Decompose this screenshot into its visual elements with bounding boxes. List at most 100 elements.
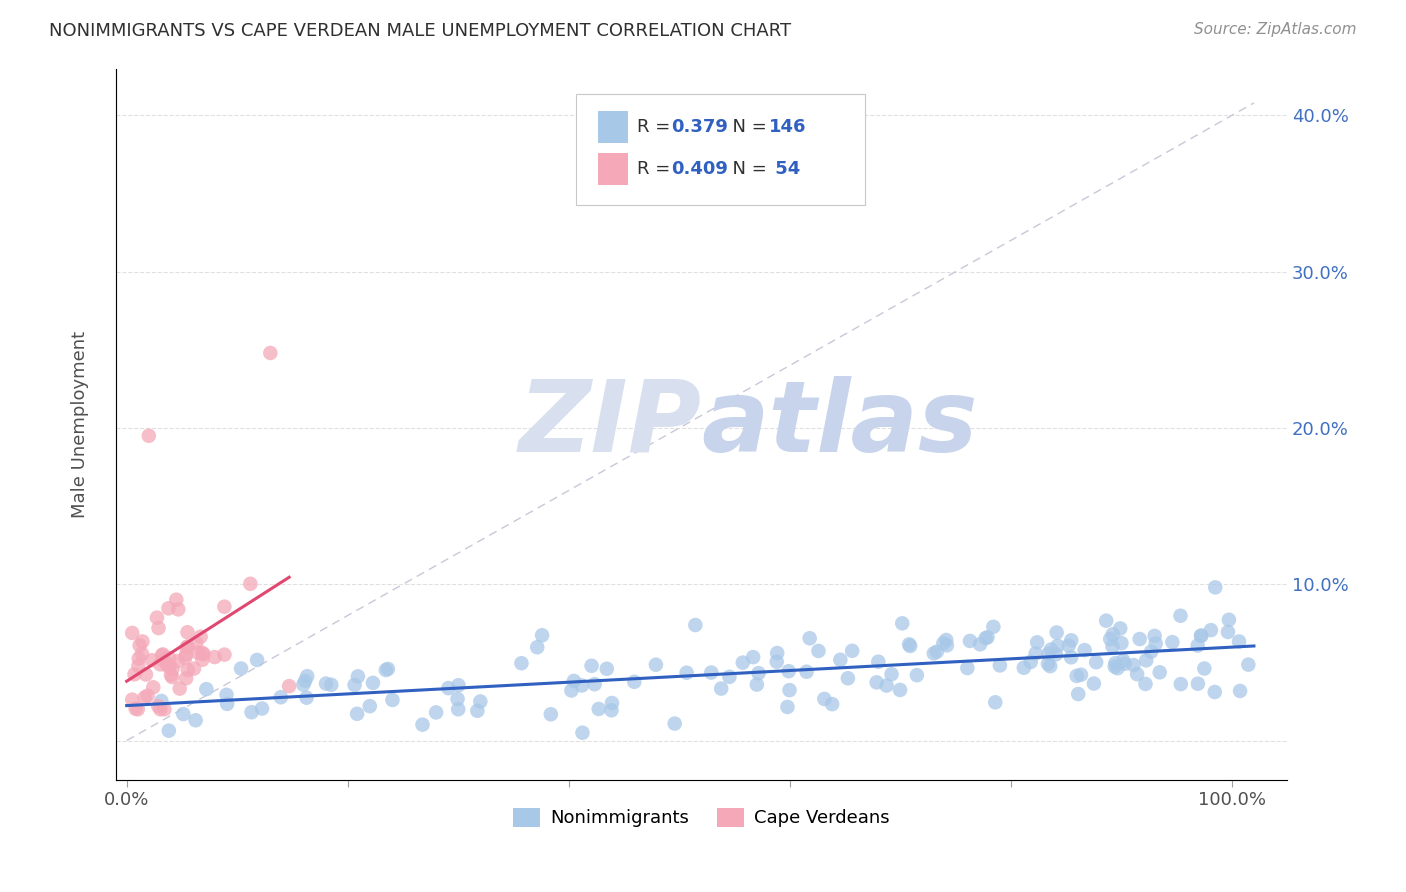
Point (217, 697, 239, 711)
Point (540, 707, 562, 722)
Point (1066, 669, 1088, 683)
Point (1039, 659, 1062, 673)
Point (891, 616, 914, 631)
Point (172, 707, 194, 722)
Point (346, 706, 368, 721)
Point (1114, 657, 1136, 671)
Point (1111, 636, 1133, 650)
Point (177, 640, 200, 654)
Point (294, 673, 316, 688)
Point (159, 651, 181, 665)
Point (935, 638, 957, 652)
Point (1204, 685, 1226, 699)
Point (1129, 632, 1152, 646)
Point (685, 618, 707, 632)
Point (1161, 635, 1184, 649)
Point (984, 695, 1007, 709)
Point (1194, 661, 1216, 675)
Point (898, 637, 921, 651)
Point (745, 677, 768, 691)
Point (214, 648, 236, 662)
Point (600, 703, 623, 717)
Point (1046, 639, 1069, 653)
Point (204, 650, 226, 665)
Point (1126, 667, 1149, 681)
Point (1237, 657, 1260, 672)
Point (1227, 634, 1250, 648)
Point (162, 662, 184, 676)
Point (193, 647, 215, 661)
Point (1109, 622, 1132, 636)
Point (731, 656, 754, 670)
Point (191, 646, 214, 660)
Text: N =: N = (721, 118, 773, 136)
Point (830, 653, 852, 667)
Point (381, 693, 404, 707)
Text: 54: 54 (769, 160, 800, 178)
Point (146, 610, 169, 624)
Point (531, 628, 554, 642)
Point (374, 663, 396, 677)
Point (1045, 648, 1067, 662)
Point (169, 681, 191, 696)
Point (880, 667, 903, 681)
Point (1199, 623, 1222, 637)
Point (1216, 624, 1239, 639)
Point (470, 694, 492, 708)
Point (183, 662, 205, 676)
Point (174, 648, 197, 662)
Point (157, 723, 180, 738)
Point (988, 658, 1011, 673)
Point (1218, 613, 1240, 627)
Point (239, 576, 262, 591)
Point (581, 658, 603, 673)
Point (165, 592, 187, 607)
Point (295, 690, 318, 705)
Point (799, 632, 821, 646)
Point (1187, 639, 1209, 653)
Text: 0.409: 0.409 (671, 160, 727, 178)
Text: ZIP: ZIP (519, 376, 702, 473)
Point (446, 692, 468, 706)
Point (778, 664, 800, 678)
Point (1012, 661, 1035, 675)
Point (526, 640, 548, 655)
Point (1101, 627, 1123, 641)
Point (1107, 661, 1129, 675)
Point (675, 665, 697, 680)
Point (412, 717, 434, 731)
Point (167, 602, 190, 616)
Point (278, 679, 301, 693)
Point (560, 683, 582, 698)
Point (1019, 655, 1042, 669)
Point (1143, 629, 1166, 643)
Point (343, 678, 366, 692)
Point (259, 346, 281, 360)
Text: R =: R = (637, 118, 676, 136)
Point (141, 653, 163, 667)
Point (959, 634, 981, 648)
Point (562, 673, 585, 688)
Point (131, 647, 153, 661)
Point (1170, 608, 1192, 623)
Point (1095, 614, 1118, 628)
Point (149, 702, 172, 716)
Point (121, 692, 143, 706)
Point (1204, 581, 1226, 595)
Point (571, 725, 593, 739)
Point (142, 681, 165, 695)
Point (148, 621, 170, 635)
Point (447, 678, 470, 692)
Point (138, 429, 160, 443)
Point (922, 646, 945, 660)
Point (447, 702, 470, 716)
Point (710, 681, 733, 696)
Point (214, 599, 236, 614)
Point (596, 662, 619, 676)
Point (1101, 640, 1123, 654)
Point (195, 682, 218, 697)
Point (779, 683, 801, 698)
Point (184, 713, 207, 727)
Point (983, 620, 1005, 634)
Point (623, 674, 645, 689)
